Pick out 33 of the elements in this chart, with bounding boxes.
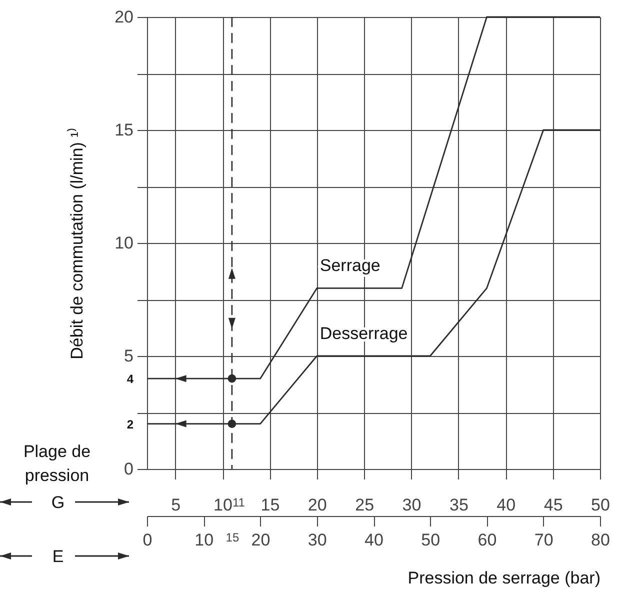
x2-tick-label: 20 [308, 496, 327, 514]
text: Plage de pression [22, 441, 92, 487]
x2-tick-label: 25 [355, 496, 374, 514]
y-tick-label: 15 [114, 120, 134, 140]
text: E [52, 547, 64, 566]
y-tick-label: 2 [126, 417, 134, 432]
x-tick-label: 80 [591, 530, 610, 550]
x2-tick-label: 30 [402, 496, 422, 514]
y-tick-label: 20 [114, 8, 134, 26]
x-tick-label: 40 [364, 530, 384, 550]
x2-tick-label: 45 [544, 496, 563, 514]
x2-tick-label: 10 [214, 496, 232, 514]
x2-tick-label: 50 [591, 496, 610, 514]
y-tick-label: 4 [126, 372, 134, 386]
text: G [51, 493, 65, 512]
x2-tick-label: 5 [171, 496, 181, 514]
x2-tick-label: 11 [232, 496, 246, 510]
x-axis-title: Pression de serrage (bar) [408, 568, 600, 588]
y-axis-title: Débit de commutation (l/min) ¹⁾ [66, 128, 87, 360]
x-tick-label: 50 [421, 530, 440, 550]
y-tick-label: 10 [114, 234, 134, 252]
y-tick-label: 0 [124, 460, 134, 478]
x2-tick-label: 35 [449, 496, 468, 514]
x-tick-label: 70 [534, 530, 554, 550]
x-tick-label: 60 [478, 530, 497, 550]
x2-tick-label: 15 [260, 496, 280, 514]
x2-tick-label: 40 [496, 496, 516, 514]
y-tick-label: 5 [124, 346, 134, 366]
x-tick-label: 20 [251, 530, 270, 550]
x-tick-label: 10 [194, 530, 214, 550]
x-tick-label: 0 [142, 530, 152, 550]
x-tick-label: 30 [308, 530, 327, 550]
x-tick-label: 15 [226, 530, 240, 544]
